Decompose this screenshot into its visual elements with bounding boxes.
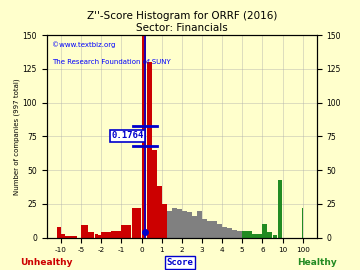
Text: ©www.textbiz.org: ©www.textbiz.org <box>52 41 116 48</box>
Bar <box>61 234 65 238</box>
Bar <box>167 211 172 238</box>
Bar <box>237 231 242 238</box>
Bar <box>121 225 131 238</box>
Bar <box>217 224 222 238</box>
Bar <box>227 228 232 238</box>
Bar <box>81 225 88 238</box>
Bar <box>57 227 61 238</box>
Bar <box>141 35 147 238</box>
Bar <box>252 234 262 238</box>
Text: Healthy: Healthy <box>297 258 337 267</box>
Bar <box>232 230 237 238</box>
Title: Z''-Score Histogram for ORRF (2016)
Sector: Financials: Z''-Score Histogram for ORRF (2016) Sect… <box>87 11 277 33</box>
Bar <box>101 232 111 238</box>
Bar <box>65 236 69 238</box>
Bar <box>222 227 227 238</box>
Bar <box>157 186 162 238</box>
Text: Score: Score <box>167 258 193 267</box>
Bar <box>187 212 192 238</box>
Bar <box>95 234 98 238</box>
Bar <box>111 231 121 238</box>
Bar <box>152 150 157 238</box>
Bar <box>147 62 152 238</box>
Bar <box>177 209 182 238</box>
Bar <box>182 211 187 238</box>
Bar <box>73 236 77 238</box>
Y-axis label: Number of companies (997 total): Number of companies (997 total) <box>13 78 20 195</box>
Bar <box>131 208 141 238</box>
Bar <box>98 235 101 238</box>
Bar <box>202 219 207 238</box>
Bar <box>273 235 278 238</box>
Bar <box>262 224 267 238</box>
Text: Unhealthy: Unhealthy <box>21 258 73 267</box>
Text: 0.1764: 0.1764 <box>112 131 144 140</box>
Bar <box>192 216 197 238</box>
Bar <box>207 221 212 238</box>
Bar <box>302 208 303 238</box>
Bar <box>88 232 94 238</box>
Bar <box>69 236 73 238</box>
Bar <box>242 231 252 238</box>
Bar <box>278 180 283 238</box>
Bar <box>172 208 177 238</box>
Bar <box>197 211 202 238</box>
Bar <box>212 221 217 238</box>
Text: The Research Foundation of SUNY: The Research Foundation of SUNY <box>52 59 171 65</box>
Bar <box>267 232 273 238</box>
Bar <box>162 204 167 238</box>
